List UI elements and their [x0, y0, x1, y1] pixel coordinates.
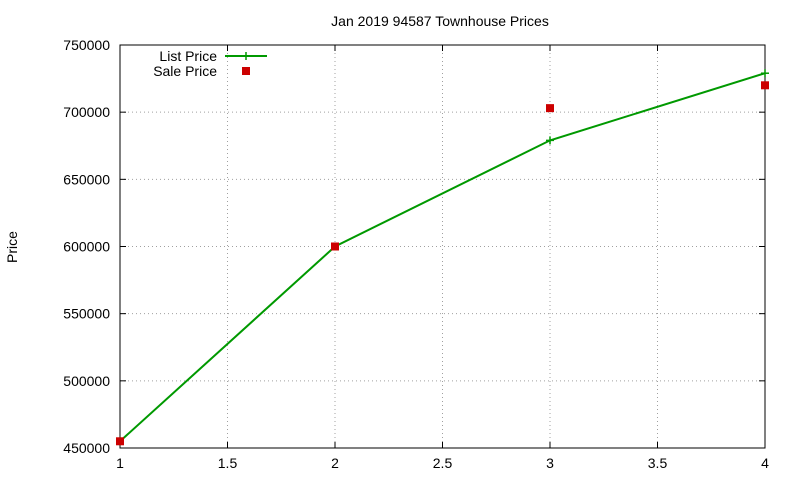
y-tick-label: 600000: [63, 239, 110, 255]
chart-title: Jan 2019 94587 Townhouse Prices: [331, 13, 549, 29]
series-layer: [116, 69, 769, 446]
x-tick-label: 3: [546, 455, 554, 471]
legend-sample-sale-price: [242, 67, 250, 75]
x-tick-label: 4: [761, 455, 769, 471]
data-point-sale-price: [761, 81, 769, 90]
x-tick-label: 2.5: [433, 455, 453, 471]
y-tick-label: 650000: [63, 171, 110, 187]
data-point-sale-price: [331, 242, 339, 251]
x-tick-label: 3.5: [648, 455, 668, 471]
x-tick-label: 2: [331, 455, 339, 471]
data-point-sale-price: [116, 437, 124, 446]
grid: [120, 45, 765, 448]
x-tick-label: 1.5: [218, 455, 238, 471]
ticks: 1 1.5 2 2.5 3 3.5 4 450000 500000 550000 600000 650…: [63, 37, 769, 471]
legend-marker-cross: [242, 52, 250, 60]
y-tick-label: 500000: [63, 373, 110, 389]
y-tick-label: 450000: [63, 440, 110, 456]
legend-label-list-price: List Price: [159, 48, 217, 64]
y-tick-label: 750000: [63, 37, 110, 53]
legend-sample-list-price: [225, 52, 267, 60]
y-tick-label: 550000: [63, 306, 110, 322]
legend-marker-square: [242, 67, 250, 75]
legend: List Price Sale Price: [153, 48, 267, 79]
data-point-list-price: [761, 69, 769, 78]
x-tick-label: 1: [116, 455, 124, 471]
legend-label-sale-price: Sale Price: [153, 63, 217, 79]
series-line-list-price: [119, 72, 766, 443]
y-tick-label: 700000: [63, 104, 110, 120]
y-axis-label: Price: [4, 231, 20, 263]
data-point-list-price: [546, 136, 554, 145]
data-point-sale-price: [546, 104, 554, 113]
